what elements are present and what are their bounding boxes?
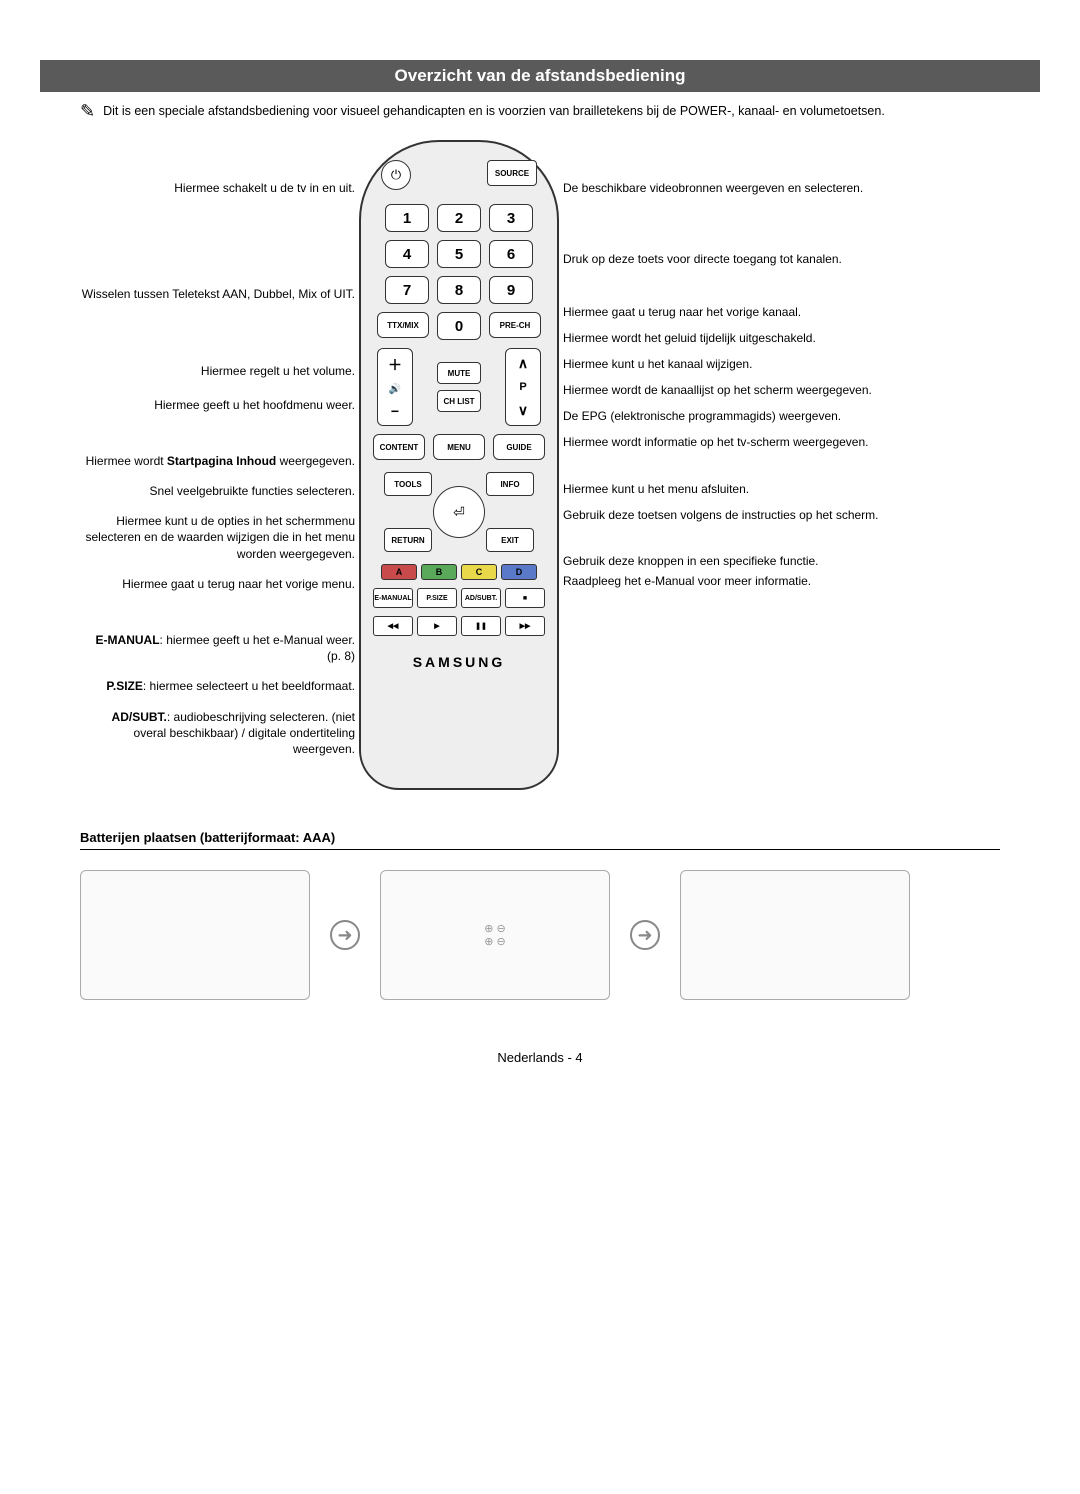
color-a: A <box>381 564 417 580</box>
adsubt-button: AD/SUBT. <box>461 588 501 608</box>
battery-step-1 <box>80 870 310 1000</box>
footer-page: 4 <box>575 1050 582 1065</box>
callout-info: Hiermee wordt informatie op het tv-scher… <box>563 434 883 450</box>
num-3: 3 <box>489 204 533 232</box>
callout-func: Gebruik deze knoppen in een specifieke f… <box>563 553 883 569</box>
num-9: 9 <box>489 276 533 304</box>
chlist-button: CH LIST <box>437 390 481 412</box>
main-diagram: Hiermee schakelt u de tv in en uit. Wiss… <box>80 140 1000 790</box>
num-1: 1 <box>385 204 429 232</box>
right-callouts: De beschikbare videobronnen weergeven en… <box>563 140 883 790</box>
arrow-icon: ➜ <box>630 920 660 950</box>
num-6: 6 <box>489 240 533 268</box>
arrow-icon: ➜ <box>330 920 360 950</box>
remote: ⏻ SOURCE 123 456 789 TTX/MIX0PRE-CH ＋🔊− … <box>359 140 559 790</box>
callout-prech: Hiermee gaat u terug naar het vorige kan… <box>563 304 883 320</box>
color-b: B <box>421 564 457 580</box>
mute-button: MUTE <box>437 362 481 384</box>
num-2: 2 <box>437 204 481 232</box>
callout-nav: Hiermee kunt u de opties in het schermme… <box>80 513 355 562</box>
play-button: ▶ <box>417 616 457 636</box>
callout-volume: Hiermee regelt u het volume. <box>80 363 355 379</box>
content-button: CONTENT <box>373 434 425 460</box>
power-button: ⏻ <box>381 160 411 190</box>
battery-steps: ➜ ⊕ ⊖⊕ ⊖ ➜ <box>80 870 1000 1000</box>
guide-button: GUIDE <box>493 434 545 460</box>
color-buttons: A B C D <box>373 564 545 580</box>
callout-channel: Hiermee kunt u het kanaal wijzigen. <box>563 356 883 372</box>
dpad: ⏎ <box>433 486 485 538</box>
num-4: 4 <box>385 240 429 268</box>
note-icon: ✎ <box>80 102 95 120</box>
exit-button: EXIT <box>486 528 534 552</box>
footer: Nederlands - 4 <box>40 1050 1040 1065</box>
num-7: 7 <box>385 276 429 304</box>
ttx-button: TTX/MIX <box>377 312 429 338</box>
prech-button: PRE-CH <box>489 312 541 338</box>
return-button: RETURN <box>384 528 432 552</box>
battery-section: Batterijen plaatsen (batterijformaat: AA… <box>80 830 1000 1000</box>
battery-step-3 <box>680 870 910 1000</box>
note: ✎ Dit is een speciale afstandsbediening … <box>80 102 1000 120</box>
callout-colors: Gebruik deze toetsen volgens de instruct… <box>563 507 883 523</box>
callout-ttx: Wisselen tussen Teletekst AAN, Dubbel, M… <box>80 286 355 302</box>
num-5: 5 <box>437 240 481 268</box>
callout-tools: Snel veelgebruikte functies selecteren. <box>80 483 355 499</box>
menu-button: MENU <box>433 434 485 460</box>
callout-guide: De EPG (elektronische programmagids) wee… <box>563 408 883 424</box>
num-8: 8 <box>437 276 481 304</box>
left-callouts: Hiermee schakelt u de tv in en uit. Wiss… <box>80 140 355 790</box>
source-button: SOURCE <box>487 160 537 186</box>
func-row-1: E-MANUAL P.SIZE AD/SUBT. ■ <box>373 588 545 608</box>
footer-lang: Nederlands <box>497 1050 564 1065</box>
battery-title: Batterijen plaatsen (batterijformaat: AA… <box>80 830 1000 850</box>
callout-exit: Hiermee kunt u het menu afsluiten. <box>563 481 883 497</box>
color-c: C <box>461 564 497 580</box>
callout-emanual: E-MANUAL: hiermee geeft u het e-Manual w… <box>80 632 355 664</box>
brand: SAMSUNG <box>413 654 506 670</box>
volume-rocker: ＋🔊− <box>377 348 413 426</box>
section-title: Overzicht van de afstandsbediening <box>40 60 1040 92</box>
tools-button: TOOLS <box>384 472 432 496</box>
psize-button: P.SIZE <box>417 588 457 608</box>
callout-mainmenu: Hiermee geeft u het hoofdmenu weer. <box>80 397 355 413</box>
info-button: INFO <box>486 472 534 496</box>
callout-psize: P.SIZE: hiermee selecteert u het beeldfo… <box>80 678 355 694</box>
callout-emanual-ref: Raadpleeg het e-Manual voor meer informa… <box>563 573 883 589</box>
callout-content: Hiermee wordt Startpagina Inhoud weergeg… <box>80 453 355 469</box>
callout-source: De beschikbare videobronnen weergeven en… <box>563 180 883 196</box>
color-d: D <box>501 564 537 580</box>
nav-cluster: TOOLS INFO ⏎ RETURN EXIT <box>384 472 534 552</box>
emanual-button: E-MANUAL <box>373 588 413 608</box>
note-text: Dit is een speciale afstandsbediening vo… <box>103 102 885 120</box>
callout-return: Hiermee gaat u terug naar het vorige men… <box>80 576 355 592</box>
stop-button: ■ <box>505 588 545 608</box>
func-row-2: ◀◀ ▶ ❚❚ ▶▶ <box>373 616 545 636</box>
battery-step-2: ⊕ ⊖⊕ ⊖ <box>380 870 610 1000</box>
pause-button: ❚❚ <box>461 616 501 636</box>
ff-button: ▶▶ <box>505 616 545 636</box>
num-0: 0 <box>437 312 481 340</box>
callout-numbers: Druk op deze toets voor directe toegang … <box>563 251 883 267</box>
callout-power: Hiermee schakelt u de tv in en uit. <box>80 180 355 196</box>
rewind-button: ◀◀ <box>373 616 413 636</box>
callout-chlist: Hiermee wordt de kanaallijst op het sche… <box>563 382 883 398</box>
callout-mute: Hiermee wordt het geluid tijdelijk uitge… <box>563 330 883 346</box>
callout-adsubt: AD/SUBT.: audiobeschrijving selecteren. … <box>80 709 355 758</box>
channel-rocker: ∧P∨ <box>505 348 541 426</box>
